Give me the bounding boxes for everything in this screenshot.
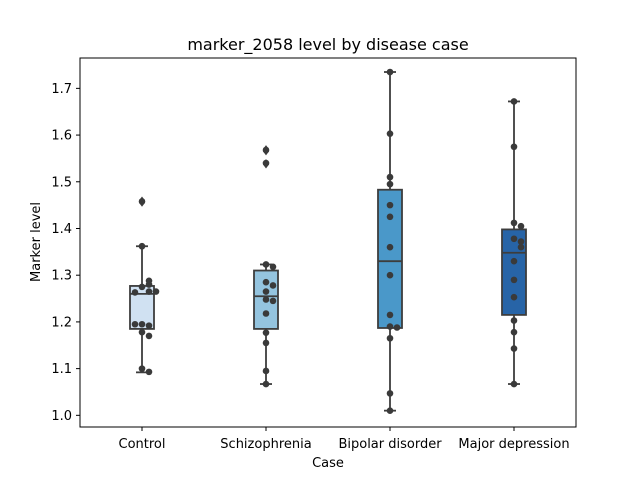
y-tick-label: 1.5 bbox=[51, 175, 72, 190]
data-point bbox=[152, 288, 160, 295]
data-point bbox=[517, 222, 525, 230]
data-point bbox=[386, 311, 394, 319]
x-tick-label: Schizophrenia bbox=[220, 437, 311, 452]
data-point bbox=[517, 243, 525, 251]
box-group bbox=[501, 100, 527, 385]
y-axis: 1.0 1.1 1.2 1.3 1.4 1.5 1.6 1.7 bbox=[51, 82, 80, 424]
y-tick-label: 1.6 bbox=[51, 129, 72, 144]
x-axis-label: Case bbox=[312, 456, 344, 471]
data-point bbox=[510, 328, 518, 336]
data-point bbox=[510, 98, 518, 105]
plot-frame bbox=[79, 57, 577, 428]
x-tick-label: Bipolar disorder bbox=[338, 437, 442, 452]
data-point bbox=[393, 324, 401, 331]
data-point bbox=[131, 320, 139, 328]
data-point bbox=[386, 271, 394, 279]
swarm-points bbox=[262, 146, 277, 388]
data-point bbox=[510, 380, 518, 388]
data-point bbox=[262, 329, 270, 336]
data-point bbox=[510, 276, 518, 284]
x-tick-label: Control bbox=[119, 437, 166, 452]
chart-title: marker_2058 level by disease case bbox=[187, 35, 468, 55]
data-point bbox=[262, 296, 270, 303]
data-point bbox=[262, 146, 270, 154]
data-point bbox=[269, 297, 277, 305]
data-point bbox=[138, 198, 146, 205]
data-point bbox=[145, 288, 153, 295]
data-point bbox=[386, 173, 394, 181]
data-point bbox=[262, 380, 270, 388]
data-point bbox=[386, 334, 394, 342]
data-point bbox=[386, 68, 394, 76]
data-point bbox=[138, 283, 146, 291]
y-axis-label: Marker level bbox=[29, 202, 44, 282]
data-point bbox=[131, 289, 139, 296]
data-point bbox=[269, 282, 277, 289]
data-point bbox=[386, 201, 394, 209]
data-point bbox=[262, 261, 270, 268]
data-point bbox=[510, 219, 518, 227]
y-tick-label: 1.3 bbox=[51, 269, 72, 284]
data-point bbox=[386, 323, 394, 330]
data-point bbox=[386, 180, 394, 188]
data-point bbox=[262, 310, 270, 317]
data-point bbox=[262, 339, 270, 347]
data-point bbox=[510, 345, 518, 352]
data-point bbox=[138, 365, 146, 372]
data-point bbox=[510, 257, 518, 265]
box-iqr bbox=[501, 228, 527, 316]
x-axis: Control Schizophrenia Bipolar disorder Majo… bbox=[119, 427, 570, 452]
swarm-points bbox=[386, 68, 401, 414]
y-tick-label: 1.1 bbox=[51, 362, 72, 377]
data-point bbox=[517, 238, 525, 245]
data-point bbox=[386, 213, 394, 221]
data-point bbox=[262, 278, 270, 286]
swarm-points bbox=[510, 98, 525, 388]
data-point bbox=[145, 332, 153, 340]
swarm-points bbox=[131, 198, 160, 376]
data-point bbox=[138, 242, 146, 250]
data-point bbox=[262, 367, 270, 375]
data-point bbox=[510, 293, 518, 301]
box-iqr bbox=[377, 188, 403, 329]
box-group bbox=[377, 71, 403, 412]
data-point bbox=[138, 320, 146, 328]
y-tick-label: 1.2 bbox=[51, 315, 72, 330]
y-tick-label: 1.7 bbox=[51, 82, 72, 97]
data-point bbox=[510, 143, 518, 151]
data-point bbox=[386, 390, 394, 397]
data-point bbox=[386, 130, 394, 137]
data-point bbox=[510, 317, 518, 324]
y-tick-label: 1.0 bbox=[51, 409, 72, 424]
data-point bbox=[510, 235, 518, 243]
data-point bbox=[269, 263, 277, 271]
data-point bbox=[145, 277, 153, 285]
data-point bbox=[262, 288, 270, 295]
data-point bbox=[145, 322, 153, 329]
data-point bbox=[138, 328, 146, 336]
chart-marks bbox=[129, 68, 527, 414]
data-point bbox=[386, 243, 394, 251]
y-tick-label: 1.4 bbox=[51, 222, 72, 237]
data-point bbox=[386, 407, 394, 414]
data-point bbox=[145, 368, 153, 376]
x-tick-label: Major depression bbox=[458, 437, 569, 452]
data-point bbox=[262, 159, 270, 167]
